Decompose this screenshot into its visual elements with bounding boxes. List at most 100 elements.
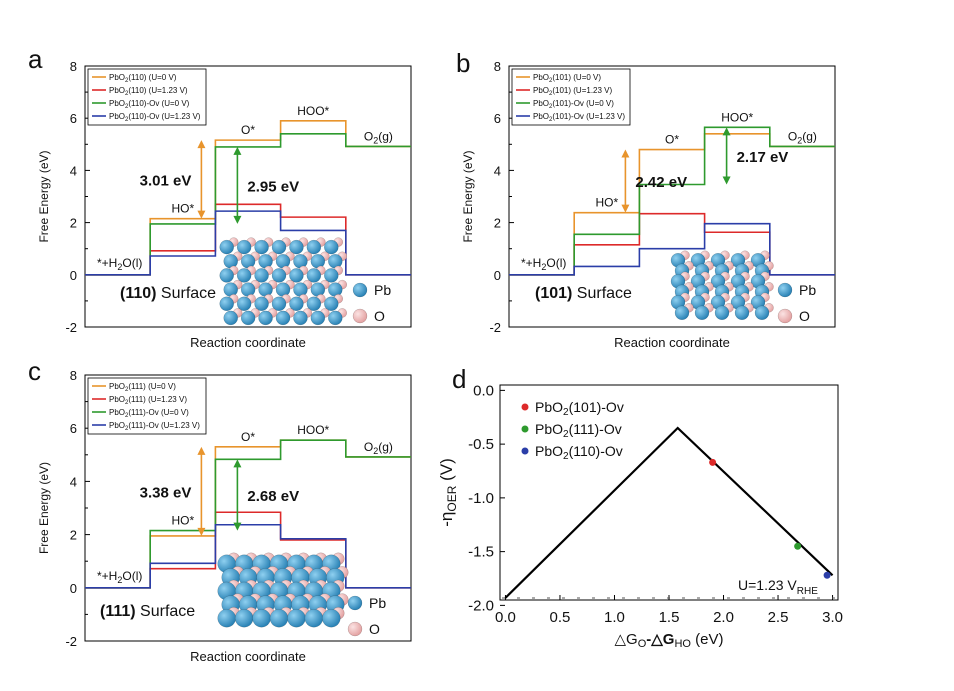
panel-c-step-o2: O2(g)	[364, 440, 393, 456]
panel-b-arrow-orange-head-top	[621, 149, 630, 158]
panel-b-pb-atom	[754, 305, 770, 320]
panel-a-pb-atom	[324, 239, 339, 255]
panel-c-ytick-label: 8	[70, 368, 77, 383]
panel-a-pb-atom	[289, 268, 304, 283]
panel-a-ylabel: Free Energy (eV)	[37, 150, 51, 242]
panel-b-crystal-illustration	[670, 250, 774, 320]
panel-c-legend-item: PbO2(111)-Ov (U=0 V)	[109, 408, 189, 419]
panel-d-legend-item: PbO2(111)-Ov	[535, 421, 622, 440]
panel-a-pb-atom	[306, 268, 322, 283]
panel-b-ylabel: Free Energy (eV)	[461, 150, 475, 242]
panel-d-volcano-line	[504, 426, 834, 599]
panel-a-pb-atom	[275, 310, 291, 326]
panel-a-pb-atom	[289, 296, 304, 311]
panel-d-ylabel: -ηOER (V)	[437, 458, 459, 527]
panel-c-legend-item: PbO2(111)-Ov (U=1.23 V)	[109, 421, 200, 432]
panel-d-frame	[499, 384, 839, 601]
panel-d: d 0.0 0.5 1.0 1.5 2.0 2.5 3.0 0.0 -0.5 -1.0 -1.5 -2.…	[437, 364, 843, 650]
panel-a-legend-item: PbO2(110)-Ov (U=1.23 V)	[109, 112, 201, 123]
panel-d-xtick-label: 0.0	[495, 609, 516, 626]
panel-a-legend-item: PbO2(110) (U=0 V)	[109, 73, 177, 84]
panel-b-annotation-green: 2.17 eV	[737, 149, 789, 166]
panel-a-pb-atom	[219, 239, 234, 255]
panel-a-key-o-icon	[352, 308, 368, 324]
panel-c-step-hoo: HOO*	[297, 423, 329, 437]
panel-a-pb-atom	[328, 310, 343, 326]
panel-c-arrow-green-head-top	[233, 459, 242, 468]
panel-a-legend-item: PbO2(110) (U=1.23 V)	[109, 86, 188, 97]
panel-c-crystal-illustration	[217, 552, 349, 628]
panel-a-legend-item: PbO2(110)-Ov (U=0 V)	[109, 99, 190, 110]
panel-a-xlabel: Reaction coordinate	[190, 335, 306, 350]
panel-a-pb-atom	[254, 296, 269, 311]
panel-c-pb-atom	[252, 608, 271, 628]
panel-a-arrow-orange-head-bottom	[197, 210, 206, 219]
panel-a-pb-atom	[306, 296, 322, 311]
panel-c-series-2	[85, 439, 411, 589]
panel-d-ytick-label: -2.0	[468, 597, 494, 614]
panel-a-pb-atom	[236, 239, 252, 255]
panel-c-annotation-orange: 3.38 eV	[140, 484, 192, 501]
panel-a-series-3	[85, 210, 411, 276]
panel-c-pb-atom	[269, 608, 289, 628]
panel-a-key-pb-label: Pb	[374, 282, 391, 298]
panel-a-annotation-orange: 3.01 eV	[140, 172, 192, 189]
panel-b-step-start: *+H2O(l)	[521, 256, 566, 272]
panel-b-annotation-orange: 2.42 eV	[635, 174, 687, 191]
panel-a-pb-atom	[258, 310, 273, 326]
panel-a-arrow-orange-head-top	[197, 140, 206, 149]
panel-c-legend-box	[87, 377, 207, 435]
panel-b-legend: PbO2(101) (U=0 V) PbO2(101) (U=1.23 V) PbO…	[511, 68, 631, 126]
panel-b-pb-atom	[694, 305, 710, 320]
panel-a-ytick-label: 2	[70, 216, 77, 231]
panel-d-letter: d	[452, 364, 466, 394]
panel-a-arrow-orange	[197, 140, 206, 219]
panel-a-step-ho: HO*	[171, 202, 194, 216]
panel-b-pb-atom	[734, 305, 750, 320]
panel-d-xtick-label: 0.5	[550, 609, 571, 626]
panel-b-series-3	[509, 222, 835, 276]
panel-d-xtick-label: 2.5	[768, 609, 789, 626]
panel-b-key-pb-label: Pb	[799, 282, 816, 298]
panel-a-pb-atom	[289, 239, 304, 255]
panel-a-crystal-illustration	[219, 237, 348, 326]
panel-d-xtick-label: 1.5	[659, 609, 680, 626]
panel-c-step-start: *+H2O(l)	[97, 569, 142, 585]
panel-a-pb-atom	[271, 239, 287, 255]
panel-a-key-pb-icon	[352, 282, 368, 298]
panel-b-pb-atom	[714, 305, 730, 320]
panel-c-letter: c	[28, 356, 41, 386]
panel-b-legend-item: PbO2(101)-Ov (U=0 V)	[533, 99, 614, 110]
panel-b-arrow-green-head-top	[722, 127, 731, 136]
panel-c-pb-atom	[322, 608, 341, 628]
panel-b: -2 0 2 4 6 8 Free Energy (eV) Reaction coordina…	[456, 48, 836, 350]
panel-c: -2 0 2 4 6 8 Free Energy (eV) Reaction coordina…	[28, 356, 412, 664]
panel-d-xlabel: △GO-△GHO (eV)	[615, 631, 724, 650]
panel-c-pb-atom	[287, 608, 306, 628]
panel-c-key-pb-label: Pb	[369, 595, 386, 611]
panel-d-condition-label: U=1.23 VRHE	[738, 577, 818, 597]
panel-a-pb-atom	[310, 310, 326, 326]
panel-d-point-1	[794, 542, 802, 550]
panel-d-ytick-label: -1.5	[468, 544, 494, 561]
panel-a-pb-atom	[254, 239, 269, 255]
panel-c-arrow-orange-head-bottom	[197, 527, 206, 536]
panel-a-arrow-green-head-top	[233, 146, 242, 155]
panel-a-ytick-label: 8	[70, 59, 77, 74]
panel-c-xlabel: Reaction coordinate	[190, 649, 306, 664]
panel-c-pb-atom	[304, 608, 324, 628]
panel-c-series-3	[85, 523, 411, 589]
panel-c-ytick-label: 0	[70, 581, 77, 596]
panel-c-arrow-green	[233, 459, 242, 531]
panel-a-step-o2: O2(g)	[364, 129, 393, 145]
panel-b-ytick-label: 4	[494, 163, 501, 178]
panel-b-key-pb-icon	[777, 282, 793, 298]
panel-a-legend-box	[87, 68, 207, 126]
panel-a-letter: a	[28, 44, 43, 74]
panel-b-surface-label: (101) Surface	[535, 285, 632, 302]
panel-a-arrow-green-head-bottom	[233, 215, 242, 224]
panel-a-pb-atom	[219, 268, 234, 283]
panel-d-xtick-label: 3.0	[822, 609, 843, 626]
panel-c-step-o: O*	[241, 430, 255, 444]
